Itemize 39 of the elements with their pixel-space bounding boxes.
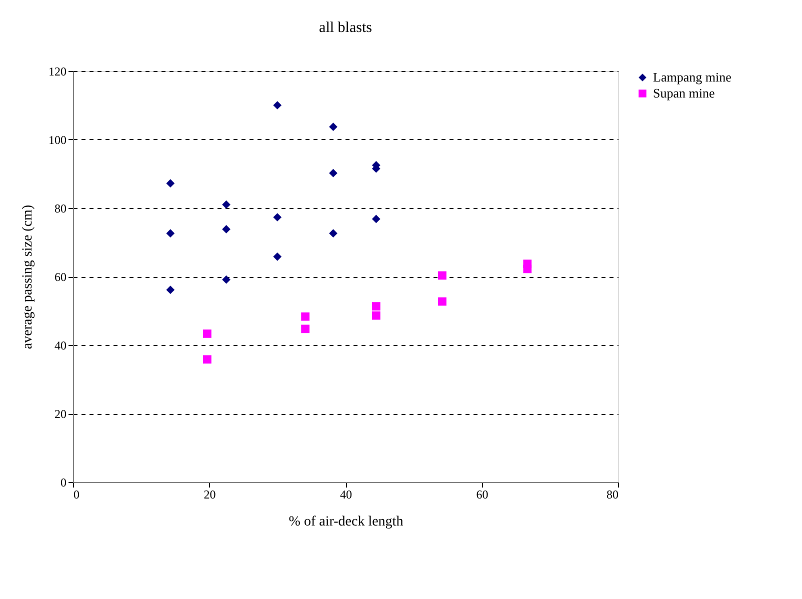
x-tick-label: 80: [606, 488, 618, 502]
point: [273, 213, 282, 222]
point: [222, 200, 230, 209]
point: [273, 252, 282, 261]
point: [222, 275, 230, 284]
x-axis-title: % of air-deck length: [288, 514, 404, 530]
chart-title: all blasts: [319, 20, 372, 36]
point: [372, 302, 380, 310]
x-tick-label: 20: [204, 488, 216, 502]
point: [203, 330, 212, 338]
point: [523, 264, 532, 274]
point: [166, 229, 175, 238]
point: [203, 355, 212, 364]
point: [301, 312, 310, 321]
point: [301, 324, 310, 334]
x-tick-label: 60: [476, 488, 488, 502]
point: [329, 122, 338, 132]
x-tick-label: 40: [340, 488, 352, 502]
point: [329, 168, 338, 178]
y-tick-label: 0: [60, 476, 66, 490]
point: [222, 225, 230, 234]
y-tick-label: 40: [54, 338, 66, 352]
point: [329, 229, 338, 238]
legend-label: Supan mine: [653, 86, 715, 100]
point: [372, 311, 380, 320]
point: [273, 101, 282, 110]
y-tick-label: 20: [54, 407, 66, 421]
y-axis-title: average passing size (cm): [20, 204, 36, 350]
point: [438, 297, 446, 306]
point: [166, 286, 175, 294]
y-tick-label: 100: [48, 133, 66, 147]
point: [372, 214, 380, 224]
point: [166, 179, 175, 188]
y-tick-label: 80: [54, 202, 66, 216]
y-tick-label: 120: [48, 64, 66, 78]
y-tick-label: 60: [54, 270, 66, 284]
x-tick-label: 0: [74, 488, 80, 502]
legend-label: Lampang mine: [653, 70, 732, 84]
point: [438, 271, 446, 280]
